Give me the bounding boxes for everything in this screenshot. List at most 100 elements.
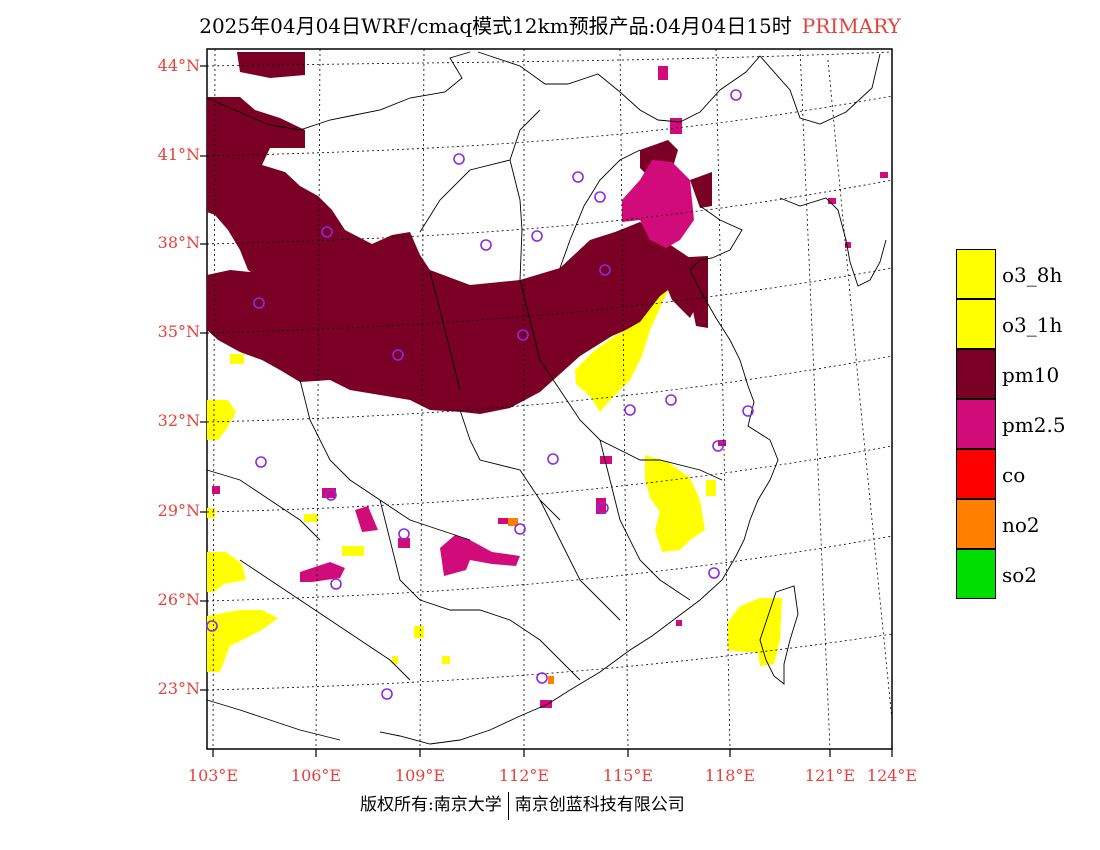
meridian-106e <box>315 48 321 750</box>
o3-cell <box>207 508 215 518</box>
station-marker <box>517 329 529 341</box>
station-marker <box>480 239 492 251</box>
pm10-region-east <box>690 172 712 208</box>
title-text: 2025年04月04日WRF/cmaq模式12km预报产品:04月04日15时 <box>199 14 792 38</box>
lat-label-23n: 23°N <box>157 679 200 698</box>
station-marker <box>665 394 677 406</box>
meridian-103e <box>212 48 216 750</box>
legend-item-pm25: pm2.5 <box>956 399 1096 449</box>
station-markers <box>206 89 754 700</box>
graticule <box>206 48 893 750</box>
legend-item-no2: no2 <box>956 499 1096 549</box>
legend-item-co: co <box>956 449 1096 499</box>
o3-region-yunnan-w <box>207 552 246 592</box>
pm25-region-beijing <box>622 160 694 248</box>
pm25-cell <box>670 118 682 134</box>
lon-label-106e: 106°E <box>290 766 342 785</box>
pollution-field <box>207 52 888 708</box>
national-border <box>206 51 881 131</box>
legend-label: pm10 <box>1002 363 1060 387</box>
legend-swatch <box>956 499 996 549</box>
lat-label-29n: 29°N <box>157 501 200 520</box>
parallel-32n <box>206 355 893 423</box>
station-marker <box>206 620 218 632</box>
axis-ticks <box>200 65 893 757</box>
title-tag: PRIMARY <box>801 14 901 38</box>
lon-label-118e: 118°E <box>704 766 756 785</box>
station-marker <box>547 453 559 465</box>
legend-swatch <box>956 249 996 299</box>
boundary-lines <box>206 51 887 745</box>
parallel-23n <box>206 633 893 691</box>
station-marker <box>708 567 720 579</box>
legend-swatch <box>956 549 996 599</box>
pm10-region-north <box>237 52 305 78</box>
lon-label-103e: 103°E <box>187 766 239 785</box>
legend-swatch <box>956 449 996 499</box>
pm25-cell <box>676 620 682 626</box>
o3-cell <box>304 514 318 522</box>
pm10-region-shandong <box>672 256 708 328</box>
station-marker <box>599 264 611 276</box>
pm25-cell <box>212 486 220 494</box>
pm25-region-sw <box>300 562 345 582</box>
legend-item-o3-1h: o3_1h <box>956 299 1096 349</box>
pm25-cell <box>600 456 612 464</box>
no2-cell <box>508 518 518 526</box>
lon-label-109e: 109°E <box>394 766 446 785</box>
lon-label-115e: 115°E <box>602 766 654 785</box>
station-marker <box>514 523 526 535</box>
parallel-26n <box>206 535 893 602</box>
lat-label-32n: 32°N <box>157 411 200 430</box>
station-marker <box>742 405 754 417</box>
pm25-cell <box>658 66 668 80</box>
lon-label-121e: 121°E <box>804 766 856 785</box>
legend-item-pm10: pm10 <box>956 349 1096 399</box>
copyright-owner: 版权所有:南京大学 <box>360 795 502 815</box>
o3-cell <box>342 546 364 556</box>
station-marker <box>712 440 724 452</box>
meridian-118e <box>715 48 731 750</box>
meridian-124e <box>827 59 893 721</box>
station-marker <box>730 89 742 101</box>
pm25-cell <box>828 198 836 204</box>
province-lines <box>206 109 723 741</box>
footer-separator <box>507 791 509 820</box>
lat-label-35n: 35°N <box>157 322 200 341</box>
legend-swatch <box>956 399 996 449</box>
meridian-121e <box>799 48 831 750</box>
parallel-29n <box>206 445 893 513</box>
legend-label: no2 <box>1002 513 1040 537</box>
parallel-41n <box>206 95 893 157</box>
o3-region-henan <box>575 290 668 412</box>
parallel-44n <box>206 51 893 67</box>
station-marker <box>572 171 584 183</box>
copyright-company: 南京创蓝科技有限公司 <box>514 795 685 815</box>
lat-label-44n: 44°N <box>157 56 200 75</box>
parallel-38n <box>206 179 893 245</box>
legend-label: o3_8h <box>1002 263 1063 287</box>
o3-cell <box>706 480 716 496</box>
lat-label-41n: 41°N <box>157 145 200 164</box>
lat-label-38n: 38°N <box>157 233 200 252</box>
legend-label: pm2.5 <box>1002 413 1066 437</box>
legend-label: o3_1h <box>1002 313 1063 337</box>
station-marker <box>531 230 543 242</box>
station-marker <box>330 578 342 590</box>
o3-region-jiangxi <box>645 455 705 552</box>
china-coast <box>379 205 779 745</box>
lat-label-26n: 26°N <box>157 590 200 609</box>
pm25-cell <box>880 172 888 178</box>
pm25-region-sichuan <box>355 506 378 532</box>
station-marker <box>253 297 265 309</box>
legend-label: co <box>1002 463 1026 487</box>
lon-label-124e: 124°E <box>866 766 918 785</box>
o3-region-yunnan <box>207 610 278 672</box>
pm25-cell <box>498 518 512 524</box>
meridian-115e <box>619 48 629 750</box>
o3-cell <box>442 656 450 664</box>
map-title: 2025年04月04日WRF/cmaq模式12km预报产品:04月04日15时 P… <box>0 10 1100 39</box>
o3-cell <box>392 656 398 664</box>
legend-swatch <box>956 299 996 349</box>
